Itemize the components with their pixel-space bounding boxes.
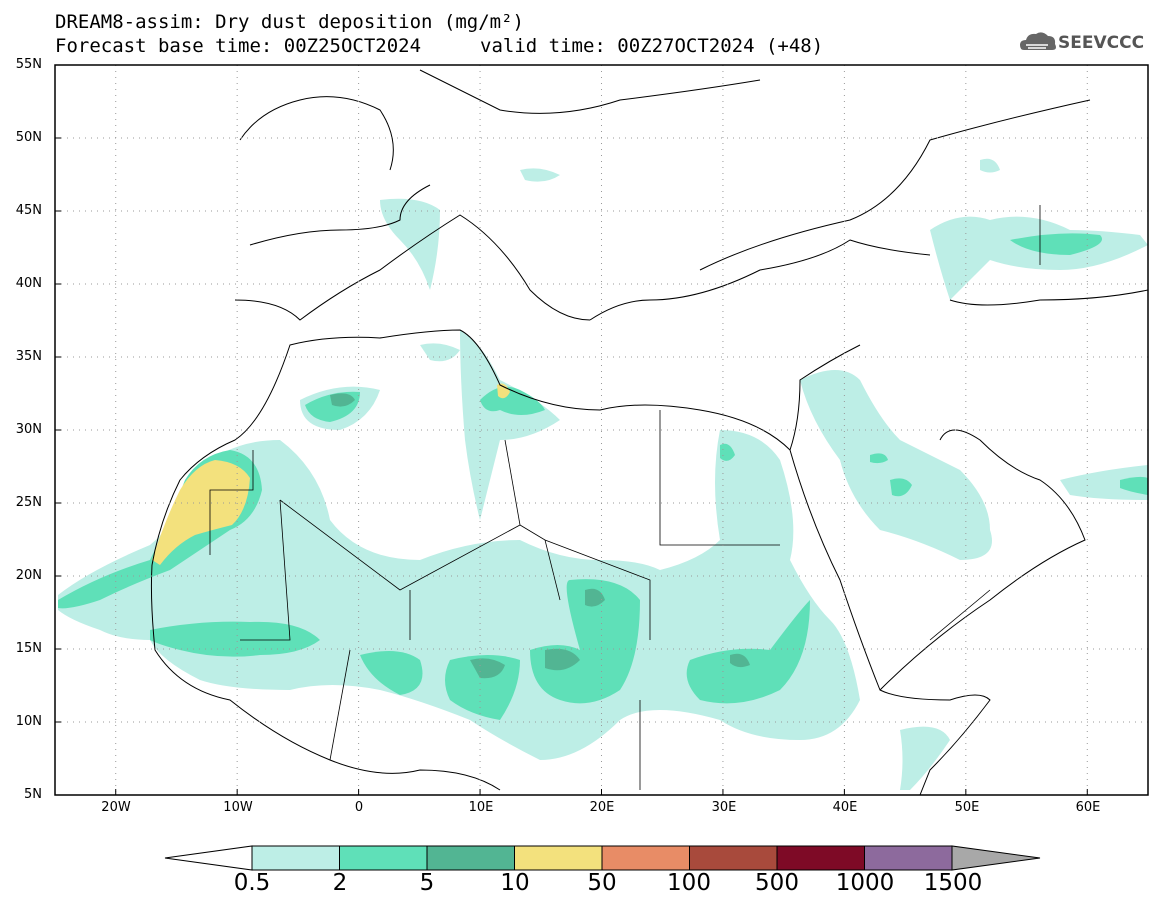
valid-time: valid time: 00Z27OCT2024 (+48) xyxy=(480,35,824,57)
lon-label: 30E xyxy=(711,800,737,815)
lat-label: 50N xyxy=(15,130,42,145)
logo-text: SEEVCCC xyxy=(1058,33,1145,53)
colorbar xyxy=(164,845,1041,871)
colorbar-swatch xyxy=(864,845,953,871)
colorbar-swatch xyxy=(689,845,778,871)
lon-label: 10W xyxy=(223,800,253,815)
colorbar-label: 10 xyxy=(500,870,530,896)
lat-label: 5N xyxy=(24,787,42,802)
lat-label: 45N xyxy=(15,203,42,218)
cloud-icon xyxy=(1020,32,1056,50)
title-line2: Forecast base time: 00Z25OCT2024 xyxy=(55,35,422,57)
lat-label: 55N xyxy=(15,57,42,72)
country-borders xyxy=(209,205,1041,790)
lon-label: 20W xyxy=(101,800,131,815)
colorbar-swatch xyxy=(514,845,603,871)
lon-label: 50E xyxy=(954,800,980,815)
dust-level1-areas xyxy=(58,158,1148,790)
lon-label: 40E xyxy=(832,800,858,815)
title-line1: DREAM8-assim: Dry dust deposition (mg/m²… xyxy=(55,11,524,33)
dust-level3-areas xyxy=(330,393,750,679)
coastlines xyxy=(150,69,1148,795)
lat-label: 40N xyxy=(15,276,42,291)
lat-label: 15N xyxy=(15,641,42,656)
colorbar-label: 100 xyxy=(667,870,711,896)
colorbar-swatch xyxy=(339,845,428,871)
colorbar-label: 500 xyxy=(755,870,799,896)
lon-label: 20E xyxy=(589,800,615,815)
colorbar-label: 0.5 xyxy=(233,870,271,896)
lon-label: 10E xyxy=(468,800,494,815)
colorbar-label: 50 xyxy=(587,870,617,896)
lat-label: 35N xyxy=(15,349,42,364)
lat-label: 20N xyxy=(15,568,42,583)
colorbar-over-arrow xyxy=(951,845,1041,871)
gridlines xyxy=(55,65,1148,795)
lat-label: 30N xyxy=(15,422,42,437)
lon-label: 0 xyxy=(354,800,364,815)
colorbar-swatch xyxy=(251,845,340,871)
colorbar-label: 5 xyxy=(419,870,435,896)
lat-label: 25N xyxy=(15,495,42,510)
colorbar-under-arrow xyxy=(164,845,253,871)
colorbar-label: 1500 xyxy=(923,870,983,896)
lat-label: 10N xyxy=(15,714,42,729)
colorbar-swatch xyxy=(601,845,690,871)
lon-label: 60E xyxy=(1075,800,1101,815)
colorbar-label: 1000 xyxy=(835,870,895,896)
dust-level4-areas xyxy=(152,383,510,565)
colorbar-swatch xyxy=(426,845,515,871)
colorbar-label: 2 xyxy=(332,870,348,896)
colorbar-swatch xyxy=(776,845,865,871)
